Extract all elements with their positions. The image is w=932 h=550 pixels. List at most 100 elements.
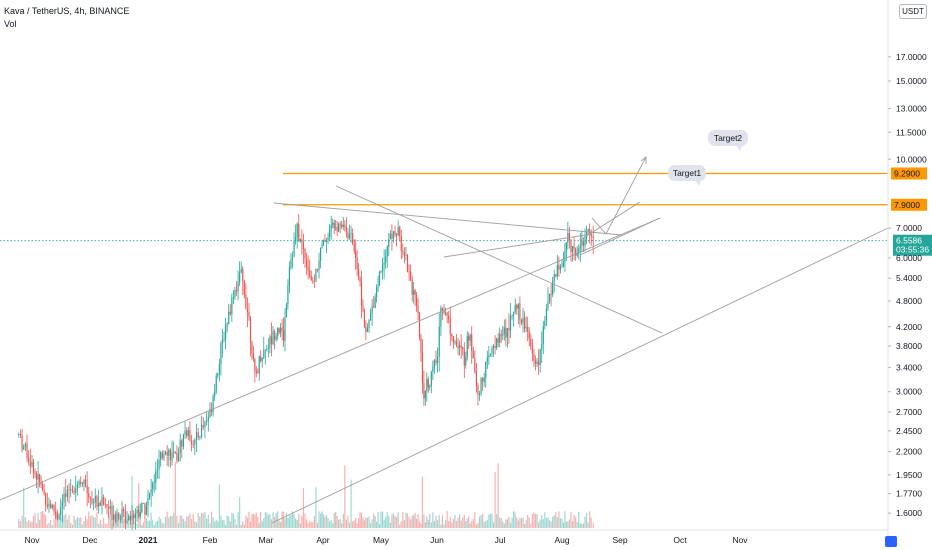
candle-body bbox=[136, 510, 138, 514]
candle-body bbox=[114, 514, 116, 522]
time-tick-label: Aug bbox=[554, 535, 569, 545]
candle-body bbox=[446, 312, 448, 316]
volume-bar bbox=[449, 516, 451, 528]
candle-body bbox=[86, 485, 88, 494]
target-price-tag[interactable]: 7.9000 bbox=[891, 198, 927, 211]
volume-bar bbox=[51, 524, 53, 528]
time-tick-label: Jun bbox=[430, 535, 444, 545]
volume-bar bbox=[153, 524, 155, 528]
candle-body bbox=[335, 227, 337, 229]
target2-callout[interactable]: Target2 bbox=[708, 130, 748, 151]
volume-bar bbox=[325, 515, 328, 528]
volume-bar bbox=[471, 520, 473, 528]
volume-bar bbox=[231, 512, 233, 528]
candle-body bbox=[369, 313, 372, 321]
volume-bar bbox=[345, 519, 347, 528]
volume-bar bbox=[592, 522, 594, 528]
candle-body bbox=[101, 496, 103, 506]
volume-bar bbox=[194, 521, 196, 528]
candle-body bbox=[538, 361, 540, 365]
volume-bar bbox=[239, 497, 241, 528]
candle-body bbox=[486, 357, 488, 363]
volume-bar bbox=[362, 517, 364, 528]
candle-body bbox=[299, 239, 301, 242]
currency-button[interactable]: USDT bbox=[899, 4, 927, 19]
volume-bar bbox=[142, 522, 144, 528]
candle-body bbox=[42, 485, 44, 491]
candle-body bbox=[161, 452, 163, 458]
candle-body bbox=[440, 307, 442, 327]
candles bbox=[18, 213, 594, 532]
time-tick-label: Apr bbox=[316, 535, 329, 545]
trend-line[interactable] bbox=[335, 185, 663, 334]
candle-body bbox=[231, 297, 233, 315]
candle-body bbox=[142, 503, 144, 504]
volume-bar bbox=[242, 521, 244, 528]
target1-callout[interactable]: Target1 bbox=[668, 165, 706, 186]
volume-bar bbox=[251, 514, 253, 528]
volume-bar bbox=[433, 521, 436, 528]
candle-body bbox=[426, 378, 428, 391]
volume-bar bbox=[469, 523, 471, 528]
candle-body bbox=[232, 296, 234, 298]
candle-body bbox=[584, 238, 586, 246]
volume-bar bbox=[284, 518, 286, 528]
trend-line[interactable] bbox=[273, 202, 623, 236]
volume-bar bbox=[452, 518, 454, 528]
candle-body bbox=[81, 483, 83, 485]
volume-bar bbox=[215, 519, 217, 528]
volume-bar bbox=[123, 518, 125, 528]
trend-line[interactable] bbox=[0, 217, 661, 501]
volume-bar bbox=[293, 514, 295, 528]
volume-label[interactable]: Vol bbox=[4, 19, 17, 29]
price-tick-label: 3.8000 bbox=[896, 341, 922, 351]
trend-line[interactable] bbox=[579, 217, 661, 256]
candle-body bbox=[264, 349, 266, 351]
target-price-tag[interactable]: 9.2900 bbox=[891, 167, 927, 180]
candle-body bbox=[83, 479, 85, 484]
candle-body bbox=[348, 234, 351, 239]
candle-body bbox=[320, 247, 322, 261]
volume-bar bbox=[144, 517, 146, 528]
candle-body bbox=[23, 446, 25, 450]
volume-bar bbox=[585, 513, 588, 528]
candle-body bbox=[212, 396, 214, 412]
candle-body bbox=[89, 497, 91, 499]
volume-bar bbox=[514, 512, 516, 528]
candle-body bbox=[503, 327, 505, 335]
candle-body bbox=[392, 231, 395, 239]
candle-body bbox=[579, 245, 581, 249]
candle-body bbox=[429, 385, 431, 388]
candle-body bbox=[417, 305, 419, 314]
volume-bar bbox=[373, 513, 375, 528]
volume-bar bbox=[441, 515, 444, 528]
candle-body bbox=[534, 360, 537, 365]
volume-bar bbox=[37, 512, 39, 528]
candle-body bbox=[363, 310, 366, 327]
candle-body bbox=[176, 452, 178, 461]
candle-body bbox=[73, 490, 75, 493]
candle-body bbox=[475, 372, 477, 386]
volume-bar bbox=[436, 520, 439, 528]
volume-bar bbox=[18, 518, 20, 528]
volume-bar bbox=[423, 514, 425, 528]
volume-bar bbox=[497, 463, 499, 528]
candle-body bbox=[444, 312, 447, 314]
trend-line[interactable] bbox=[579, 201, 641, 241]
trend-line[interactable] bbox=[443, 233, 593, 258]
candle-body bbox=[527, 326, 529, 332]
candle-body bbox=[209, 409, 211, 417]
price-tick-label: 2.4500 bbox=[896, 426, 922, 436]
symbol-title[interactable]: Kava / TetherUS, 4h, BINANCE bbox=[4, 6, 130, 16]
volume-bar bbox=[156, 520, 159, 528]
volume-bar bbox=[177, 523, 180, 528]
candle-body bbox=[263, 350, 265, 358]
volume-bar bbox=[101, 524, 103, 528]
trend-line[interactable] bbox=[271, 227, 889, 524]
projection-path[interactable] bbox=[591, 156, 647, 235]
candle-body bbox=[65, 493, 67, 497]
volume-bar bbox=[531, 513, 533, 528]
candle-body bbox=[51, 505, 53, 509]
